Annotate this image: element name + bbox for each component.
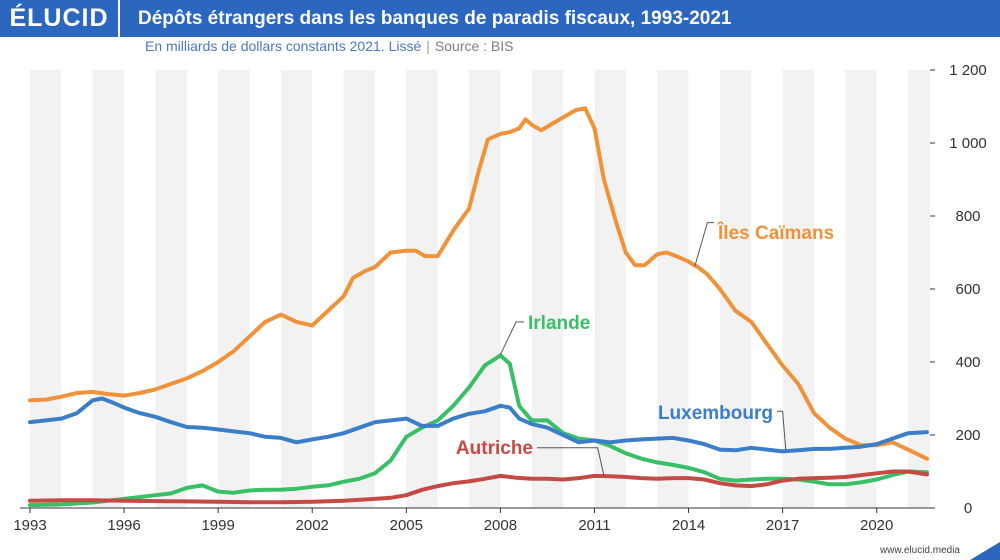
grid-band — [594, 70, 626, 508]
y-tick-label: 800 — [955, 208, 980, 225]
grid-band — [782, 70, 814, 508]
x-tick-label: 2008 — [484, 517, 517, 534]
x-tick-label: 1999 — [201, 517, 234, 534]
series-line-iles-caimans — [28, 106, 929, 461]
y-tick-label: 400 — [955, 354, 980, 371]
x-tick-label: 2017 — [766, 517, 799, 534]
series-lines — [28, 106, 929, 508]
annotation-label: Autriche — [456, 438, 533, 459]
annotation-label: Îles Caïmans — [717, 222, 834, 244]
brand-corner-mark — [970, 542, 1000, 560]
grid-band — [845, 70, 877, 508]
header-bar: ÉLUCID Dépôts étrangers dans les banques… — [0, 0, 1000, 37]
annotation-leader-line — [694, 222, 714, 267]
y-tick-label: 1 000 — [949, 135, 987, 152]
y-tick-label: 0 — [964, 500, 972, 517]
grid-band — [92, 70, 125, 508]
grid-band — [280, 70, 313, 508]
brand-logo: ÉLUCID — [0, 0, 120, 37]
annotation-leader-line — [537, 447, 605, 476]
grid-band — [406, 70, 438, 508]
x-tick-label: 1996 — [107, 517, 140, 534]
grid-band — [30, 70, 62, 508]
series-annotations: Îles Caïmans Irlande Luxembourg Autriche — [456, 222, 834, 476]
grid-band — [908, 70, 930, 508]
series-line-luxembourg — [28, 396, 929, 454]
annotation-label: Irlande — [528, 313, 590, 334]
subtitle-source: Source : BIS — [434, 38, 514, 54]
chart-title: Dépôts étrangers dans les banques de par… — [138, 7, 732, 29]
grid-band — [218, 70, 250, 508]
chart-subtitle: En milliards de dollars constants 2021. … — [145, 38, 514, 54]
subtitle-separator: | — [426, 38, 430, 54]
grid-band — [531, 70, 564, 508]
x-tick-label: 2002 — [296, 517, 329, 534]
background-bands — [30, 70, 930, 508]
x-tick-label: 2005 — [390, 517, 423, 534]
footer-url[interactable]: www.elucid.media — [879, 545, 960, 556]
x-tick-label: 2011 — [578, 517, 610, 534]
annotation-leader-line — [499, 321, 524, 355]
y-tick-label: 1 200 — [949, 62, 987, 79]
x-tick-label: 1993 — [13, 517, 46, 534]
series-line-autriche — [28, 469, 929, 505]
x-tick-label: 2014 — [672, 517, 705, 534]
axes: 1993 1996 1999 2002 2005 2008 2011 2014 2017 2020… — [13, 62, 986, 534]
annotation-leader-line — [777, 410, 787, 450]
grid-band — [155, 70, 187, 508]
x-tick-label: 2020 — [860, 517, 893, 534]
annotation-label: Luxembourg — [658, 403, 773, 424]
y-tick-label: 200 — [955, 427, 980, 444]
y-tick-label: 600 — [955, 281, 980, 298]
grid-band — [719, 70, 752, 508]
subtitle-unit: En milliards de dollars constants 2021. … — [145, 38, 422, 54]
grid-band — [657, 70, 689, 508]
